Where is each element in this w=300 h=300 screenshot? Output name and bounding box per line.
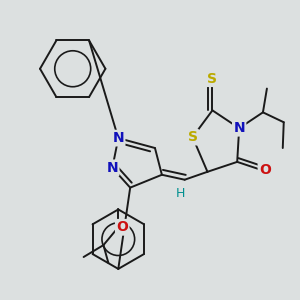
Text: N: N <box>233 121 245 135</box>
Text: H: H <box>176 187 185 200</box>
Text: O: O <box>259 163 271 177</box>
Text: N: N <box>112 131 124 145</box>
Text: O: O <box>116 220 128 234</box>
Text: S: S <box>207 72 218 86</box>
Text: N: N <box>106 161 118 175</box>
Text: S: S <box>188 130 198 144</box>
